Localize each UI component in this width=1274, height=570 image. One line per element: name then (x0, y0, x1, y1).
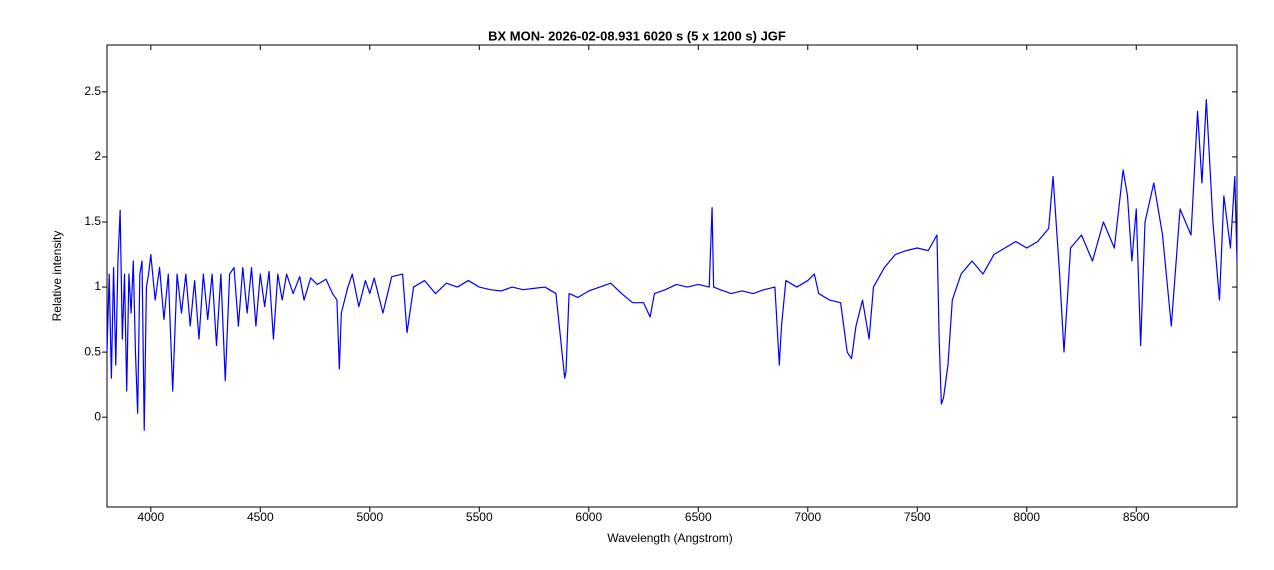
x-tick-label: 5000 (356, 510, 383, 524)
y-tick-label: 1 (94, 279, 101, 293)
x-tick-label: 4000 (137, 510, 164, 524)
y-tick-label: 1.5 (84, 214, 101, 228)
x-tick-label: 4500 (247, 510, 274, 524)
x-tick-label: 8000 (1013, 510, 1040, 524)
y-tick-label: 2 (94, 149, 101, 163)
y-axis-label: Relative intensity (50, 231, 64, 322)
x-tick-label: 7000 (794, 510, 821, 524)
x-tick-label: 6500 (685, 510, 712, 524)
x-tick-label: 5500 (466, 510, 493, 524)
x-tick-label: 7500 (904, 510, 931, 524)
y-tick-label: 0 (94, 409, 101, 423)
plot-frame (106, 44, 1238, 508)
x-tick-label: 8500 (1123, 510, 1150, 524)
y-tick-label: 2.5 (84, 84, 101, 98)
chart-title: BX MON- 2026-02-08.931 6020 s (5 x 1200 … (488, 28, 786, 43)
x-tick-label: 6000 (575, 510, 602, 524)
y-tick-label: 0.5 (84, 344, 101, 358)
spectrum-line (106, 99, 1238, 431)
x-axis-label: Wavelength (Angstrom) (607, 531, 733, 545)
